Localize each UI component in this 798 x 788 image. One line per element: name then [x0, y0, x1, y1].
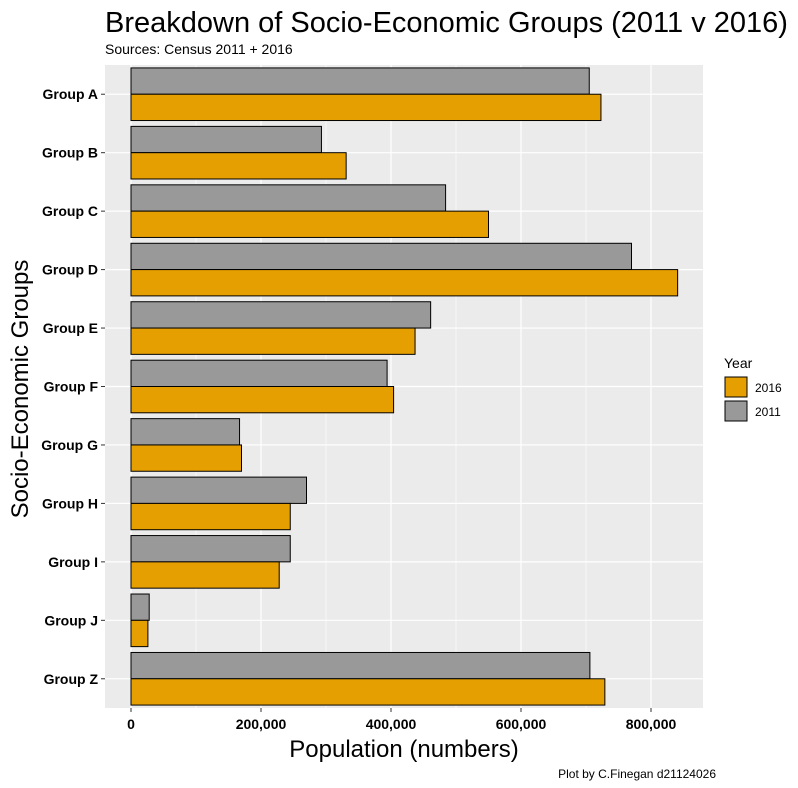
- bar-2011: [130, 535, 291, 563]
- bar-2016: [130, 444, 242, 472]
- y-tick-label: Group C: [42, 203, 98, 219]
- bar-2011: [130, 67, 590, 95]
- y-tick-label: Group I: [48, 554, 98, 570]
- bar-2016: [130, 210, 489, 238]
- x-axis-ticks: 0 200,000 400,000 600,000 800,000: [127, 708, 677, 732]
- y-tick-label: Group E: [43, 320, 98, 336]
- legend-label-2011: 2011: [755, 405, 781, 419]
- bar-2011: [130, 651, 591, 680]
- legend-title: Year: [724, 355, 753, 371]
- legend-swatch-2016: [724, 376, 748, 398]
- bar-2011: [130, 125, 322, 154]
- bar-2016: [130, 561, 280, 589]
- bar-2016: [130, 152, 347, 180]
- bar-2011: [130, 359, 388, 388]
- legend-label-2016: 2016: [755, 381, 782, 395]
- bar-2011: [130, 593, 150, 621]
- y-tick-label: Group D: [42, 262, 98, 278]
- y-tick-label: Group H: [42, 495, 98, 511]
- x-tick-label: 400,000: [366, 716, 417, 732]
- bar-2011: [130, 242, 632, 271]
- bar-2011: [130, 301, 432, 329]
- x-axis-title: Population (numbers): [289, 736, 518, 763]
- bar-2016: [130, 327, 416, 355]
- bar-2016: [130, 678, 606, 706]
- y-tick-label: Group J: [44, 612, 98, 628]
- bar-2016: [130, 93, 602, 122]
- x-tick-label: 0: [127, 716, 135, 732]
- bars: [130, 67, 679, 706]
- chart-subtitle: Sources: Census 2011 + 2016: [105, 41, 293, 57]
- y-tick-label: Group Z: [44, 671, 99, 687]
- y-tick-label: Group G: [41, 437, 98, 453]
- bar-2011: [130, 184, 447, 212]
- bar-2016: [130, 269, 679, 297]
- bar-2016: [130, 502, 291, 531]
- legend-swatch-2011: [724, 400, 748, 422]
- y-tick-label: Group B: [42, 145, 98, 161]
- x-tick-label: 200,000: [236, 716, 287, 732]
- x-tick-label: 600,000: [496, 716, 547, 732]
- y-tick-label: Group F: [44, 379, 99, 395]
- chart-title: Breakdown of Socio-Economic Groups (2011…: [105, 7, 788, 39]
- bar-2011: [130, 476, 307, 504]
- x-tick-label: 800,000: [626, 716, 677, 732]
- y-axis-title: Socio-Economic Groups: [7, 260, 34, 519]
- bar-2016: [130, 386, 395, 414]
- bar-2011: [130, 418, 241, 446]
- bar-2016: [130, 619, 149, 648]
- y-tick-label: Group A: [43, 86, 98, 102]
- legend: Year 2016 2011: [724, 355, 782, 422]
- chart-caption: Plot by C.Finegan d21124026: [558, 767, 716, 781]
- y-axis-ticks: Group A Group B Group C Group D Group E Group…: [41, 86, 105, 687]
